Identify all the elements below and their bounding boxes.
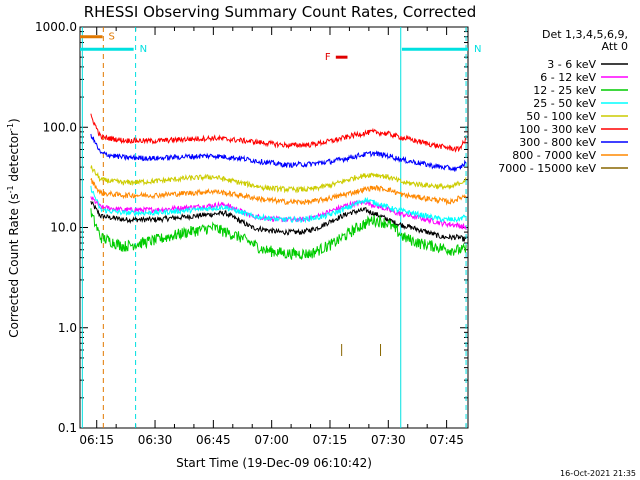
legend-entry: 6 - 12 keV bbox=[540, 71, 596, 84]
legend-entry: 3 - 6 keV bbox=[547, 58, 596, 71]
state-band-label: N bbox=[140, 44, 147, 55]
series-line bbox=[90, 208, 467, 261]
x-tick-label: 07:45 bbox=[429, 433, 464, 447]
x-axis-label: Start Time (19-Dec-09 06:10:42) bbox=[176, 456, 372, 470]
legend-entry: 300 - 800 keV bbox=[519, 136, 596, 149]
x-tick-label: 07:15 bbox=[313, 433, 348, 447]
x-tick-label: 07:00 bbox=[254, 433, 289, 447]
y-tick-label: 1000.0 bbox=[35, 20, 77, 34]
series-line bbox=[90, 133, 467, 172]
x-tick-label: 06:30 bbox=[138, 433, 173, 447]
state-band-label: S bbox=[109, 32, 115, 43]
legend-entry: 50 - 100 keV bbox=[526, 110, 596, 123]
chart-title: RHESSI Observing Summary Count Rates, Co… bbox=[84, 3, 477, 21]
y-axis-label: Corrected Count Rate (s-1 detector-1) bbox=[6, 118, 21, 337]
series-line bbox=[90, 178, 467, 206]
x-axis-ticks: 06:15 06:30 06:45 07:00 07:15 07:30 07:45 bbox=[79, 27, 467, 447]
series-line bbox=[90, 165, 467, 194]
legend-entry: 100 - 300 keV bbox=[519, 123, 596, 136]
state-band-label: F bbox=[325, 52, 331, 63]
y-tick-label: 100.0 bbox=[43, 120, 77, 134]
state-bands: S N N F bbox=[80, 32, 481, 63]
x-tick-label: 06:45 bbox=[196, 433, 231, 447]
footer-timestamp: 16-Oct-2021 21:35 bbox=[560, 469, 636, 478]
series-line bbox=[90, 196, 467, 230]
x-tick-label: 06:15 bbox=[79, 433, 114, 447]
y-tick-label: 0.1 bbox=[58, 421, 77, 435]
legend-header: Att 0 bbox=[602, 40, 628, 53]
legend-header: Det 1,3,4,5,6,9, bbox=[542, 28, 628, 41]
series-line bbox=[90, 113, 467, 153]
series-line bbox=[90, 200, 467, 242]
legend-entry: 7000 - 15000 keV bbox=[498, 162, 596, 175]
legend-entry: 25 - 50 keV bbox=[533, 97, 596, 110]
attenuator-vertical-lines bbox=[81, 27, 467, 428]
x-tick-label: 07:30 bbox=[371, 433, 406, 447]
legend-entry: 800 - 7000 keV bbox=[512, 149, 596, 162]
y-axis-ticks: 0.1 1.0 10.0 100.0 1000.0 bbox=[35, 20, 468, 435]
legend-entry: 12 - 25 keV bbox=[533, 84, 596, 97]
y-tick-label: 1.0 bbox=[58, 321, 77, 335]
series-line bbox=[90, 185, 467, 224]
series-lines bbox=[90, 113, 467, 356]
y-tick-label: 10.0 bbox=[50, 221, 77, 235]
state-band-label: N bbox=[474, 44, 481, 55]
